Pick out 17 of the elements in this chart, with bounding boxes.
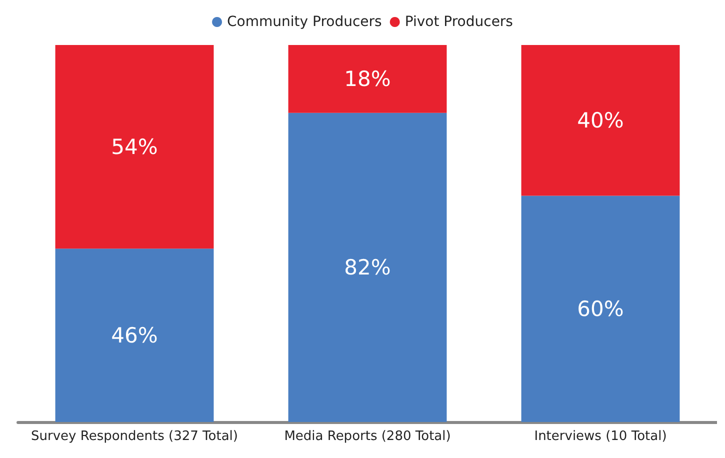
data-label: 54% <box>111 134 158 159</box>
bar <box>521 45 680 196</box>
bar <box>288 112 447 422</box>
data-label: 46% <box>111 323 158 348</box>
bar <box>55 45 214 249</box>
data-label: 82% <box>344 255 391 280</box>
legend-label: Community Producers <box>227 14 382 30</box>
legend-label: Pivot Producers <box>404 14 513 30</box>
bar <box>288 45 447 113</box>
data-label: 40% <box>577 108 624 132</box>
x-tick-label: Media Reports (280 Total) <box>284 429 451 444</box>
x-tick-label: Interviews (10 Total) <box>534 429 667 444</box>
data-label: 60% <box>577 296 624 321</box>
bar <box>521 196 680 422</box>
bar <box>55 248 214 422</box>
data-label: 18% <box>344 66 391 91</box>
x-tick-label: Survey Respondents (327 Total) <box>31 429 238 444</box>
